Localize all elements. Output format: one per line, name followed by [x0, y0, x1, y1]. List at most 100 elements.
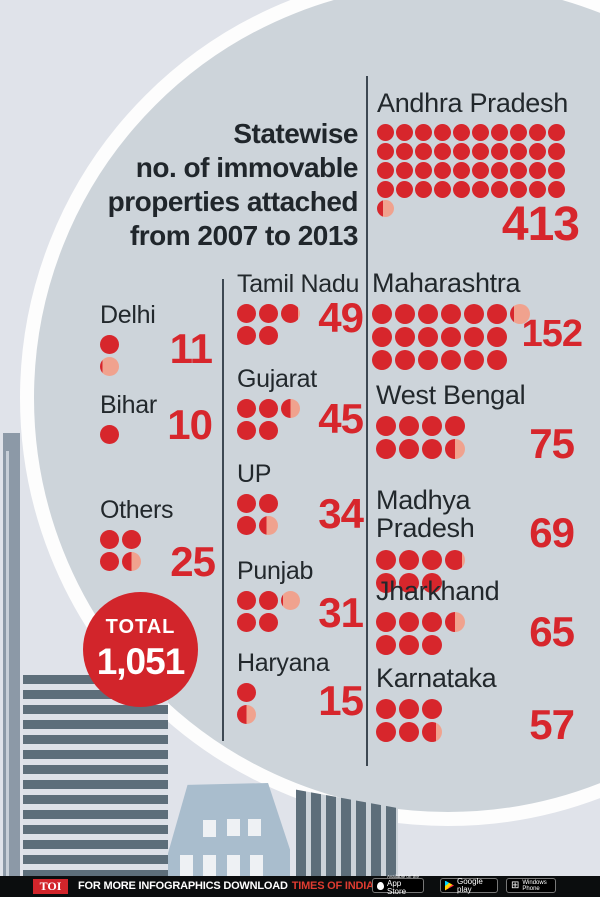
- house-window: [227, 819, 240, 836]
- dot-row: [376, 439, 574, 460]
- state-value: 10: [167, 401, 213, 448]
- partial-dot: [237, 705, 256, 725]
- dot: [472, 124, 489, 142]
- dot-row: [237, 683, 363, 703]
- dot: [472, 162, 489, 180]
- dot: [510, 181, 527, 199]
- dot-grid: [376, 416, 574, 460]
- dot: [422, 439, 442, 460]
- dot: [510, 124, 527, 142]
- title-line: Statewise: [233, 118, 358, 149]
- dot: [399, 699, 419, 720]
- partial-dot: [281, 399, 300, 419]
- dot: [237, 494, 256, 514]
- dot: [259, 421, 278, 441]
- dot: [422, 699, 442, 720]
- dot-grid: [237, 494, 363, 536]
- dot-grid: [376, 612, 574, 656]
- badge-text: Google play: [457, 876, 483, 894]
- dot-row: [376, 549, 574, 570]
- state-label: Jharkhand: [376, 576, 500, 606]
- dot-row: [237, 304, 363, 324]
- dot: [259, 304, 278, 324]
- state-value: 49: [318, 294, 364, 341]
- state-value: 69: [529, 509, 575, 556]
- dot: [418, 327, 438, 348]
- dot: [237, 304, 256, 324]
- dot-grid: [100, 530, 215, 572]
- state-block-tamilnadu: Tamil Nadu 49: [237, 271, 364, 348]
- dot: [548, 143, 565, 161]
- dot-row: [376, 722, 574, 743]
- partial-dot: [510, 304, 530, 325]
- dot: [487, 350, 507, 371]
- dot-row: [377, 181, 579, 199]
- partial-dot: [259, 516, 278, 536]
- state-value: 31: [318, 589, 364, 636]
- infographic-title: Statewise no. of immovable properties at…: [58, 117, 359, 253]
- dot: [100, 335, 119, 355]
- state-block-jharkhand: Jharkhand 65: [376, 576, 575, 658]
- dot-row: [100, 530, 215, 550]
- state-label: Haryana: [237, 649, 330, 677]
- dot: [399, 612, 419, 633]
- state-block-maharashtra: Maharashtra 152: [372, 268, 583, 373]
- dot-row: [237, 516, 363, 536]
- state-block-westbengal: West Bengal 75: [376, 380, 575, 467]
- dot-row: [237, 421, 363, 441]
- dot-grid: [377, 124, 579, 218]
- dot: [434, 181, 451, 199]
- dot: [464, 350, 484, 371]
- dot: [399, 416, 419, 437]
- state-block-bihar: Bihar 10: [100, 392, 213, 448]
- state-value: 25: [170, 538, 216, 585]
- state-value: 75: [529, 420, 575, 467]
- dot: [464, 304, 484, 325]
- state-block-others: Others 25: [100, 496, 216, 583]
- dot: [415, 124, 432, 142]
- state-block-andhra: Andhra Pradesh 413: [377, 89, 580, 249]
- building-tower-stripe: [6, 451, 9, 878]
- dot-row: [100, 357, 212, 377]
- dot-grid: [237, 399, 363, 441]
- dot: [453, 181, 470, 199]
- state-block-haryana: Haryana 15: [237, 649, 364, 727]
- google-play-badge[interactable]: Google play: [440, 876, 498, 894]
- dot: [122, 530, 141, 550]
- dot-row: [376, 699, 574, 720]
- column-divider-left: [222, 279, 224, 741]
- dot-row: [237, 326, 363, 346]
- dot: [434, 124, 451, 142]
- dot: [259, 326, 278, 346]
- title-line: properties attached: [107, 186, 359, 217]
- partial-dot: [281, 591, 300, 611]
- dot-row: [237, 494, 363, 514]
- dot: [377, 143, 394, 161]
- state-label: Maharashtra: [372, 268, 521, 298]
- dot-row: [237, 591, 363, 611]
- app-store-badge[interactable]: Available on the App Store: [372, 875, 424, 895]
- dot: [415, 143, 432, 161]
- state-label: Others: [100, 496, 174, 524]
- state-value: 57: [529, 701, 575, 748]
- dot: [376, 612, 396, 633]
- state-label: West Bengal: [376, 380, 526, 410]
- state-value: 15: [318, 677, 364, 724]
- footer-message-white: FOR MORE INFOGRAPHICS DOWNLOAD: [78, 880, 288, 892]
- total-label: TOTAL: [105, 616, 176, 638]
- footer-message-red: TIMES OF INDIA APP: [291, 880, 398, 892]
- dot: [491, 124, 508, 142]
- dot: [100, 552, 119, 572]
- dot-row: [376, 612, 574, 633]
- building-striped: [23, 675, 168, 878]
- title-line: no. of immovable: [135, 152, 359, 183]
- dot-row: [377, 143, 579, 161]
- dot: [100, 425, 119, 445]
- dot-row: [237, 399, 363, 419]
- dot: [434, 143, 451, 161]
- dot-grid: [237, 304, 363, 346]
- windows-phone-badge[interactable]: ⊞ Windows Phone: [506, 878, 556, 893]
- state-label: Delhi: [100, 301, 156, 329]
- dot-row: [100, 425, 212, 445]
